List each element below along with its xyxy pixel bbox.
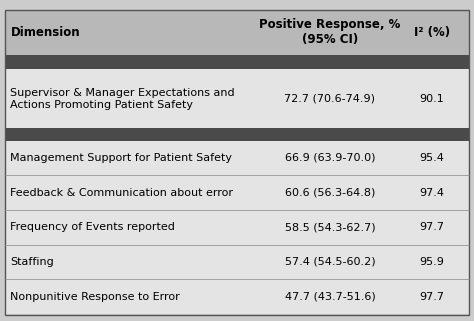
Text: Feedback & Communication about error: Feedback & Communication about error	[10, 187, 233, 198]
Bar	[5, 10, 469, 55]
Bar	[5, 55, 469, 69]
Text: Supervisor & Manager Expectations and
Actions Promoting Patient Safety: Supervisor & Manager Expectations and Ac…	[10, 88, 235, 109]
Text: 97.7: 97.7	[419, 291, 445, 302]
Text: 66.9 (63.9-70.0): 66.9 (63.9-70.0)	[285, 153, 375, 163]
Text: 57.4 (54.5-60.2): 57.4 (54.5-60.2)	[284, 257, 375, 267]
Text: Frequency of Events reported: Frequency of Events reported	[10, 222, 175, 232]
Text: 47.7 (43.7-51.6): 47.7 (43.7-51.6)	[284, 291, 375, 302]
Bar	[5, 279, 469, 314]
Bar	[5, 128, 469, 141]
Text: I² (%): I² (%)	[414, 26, 450, 39]
Text: Nonpunitive Response to Error: Nonpunitive Response to Error	[10, 291, 180, 302]
Bar	[5, 141, 469, 175]
Text: 90.1: 90.1	[419, 94, 445, 104]
Text: 60.6 (56.3-64.8): 60.6 (56.3-64.8)	[285, 187, 375, 198]
Text: 97.4: 97.4	[419, 187, 445, 198]
Text: 58.5 (54.3-62.7): 58.5 (54.3-62.7)	[284, 222, 375, 232]
Bar	[5, 245, 469, 279]
Text: Positive Response, %
(95% CI): Positive Response, % (95% CI)	[259, 18, 401, 46]
Text: 95.9: 95.9	[419, 257, 445, 267]
Text: Dimension: Dimension	[10, 26, 80, 39]
Text: 95.4: 95.4	[419, 153, 445, 163]
Text: 72.7 (70.6-74.9): 72.7 (70.6-74.9)	[284, 94, 375, 104]
Bar	[5, 210, 469, 245]
Text: 97.7: 97.7	[419, 222, 445, 232]
Bar	[5, 175, 469, 210]
Text: Management Support for Patient Safety: Management Support for Patient Safety	[10, 153, 232, 163]
Bar	[5, 69, 469, 128]
Text: Staffing: Staffing	[10, 257, 54, 267]
